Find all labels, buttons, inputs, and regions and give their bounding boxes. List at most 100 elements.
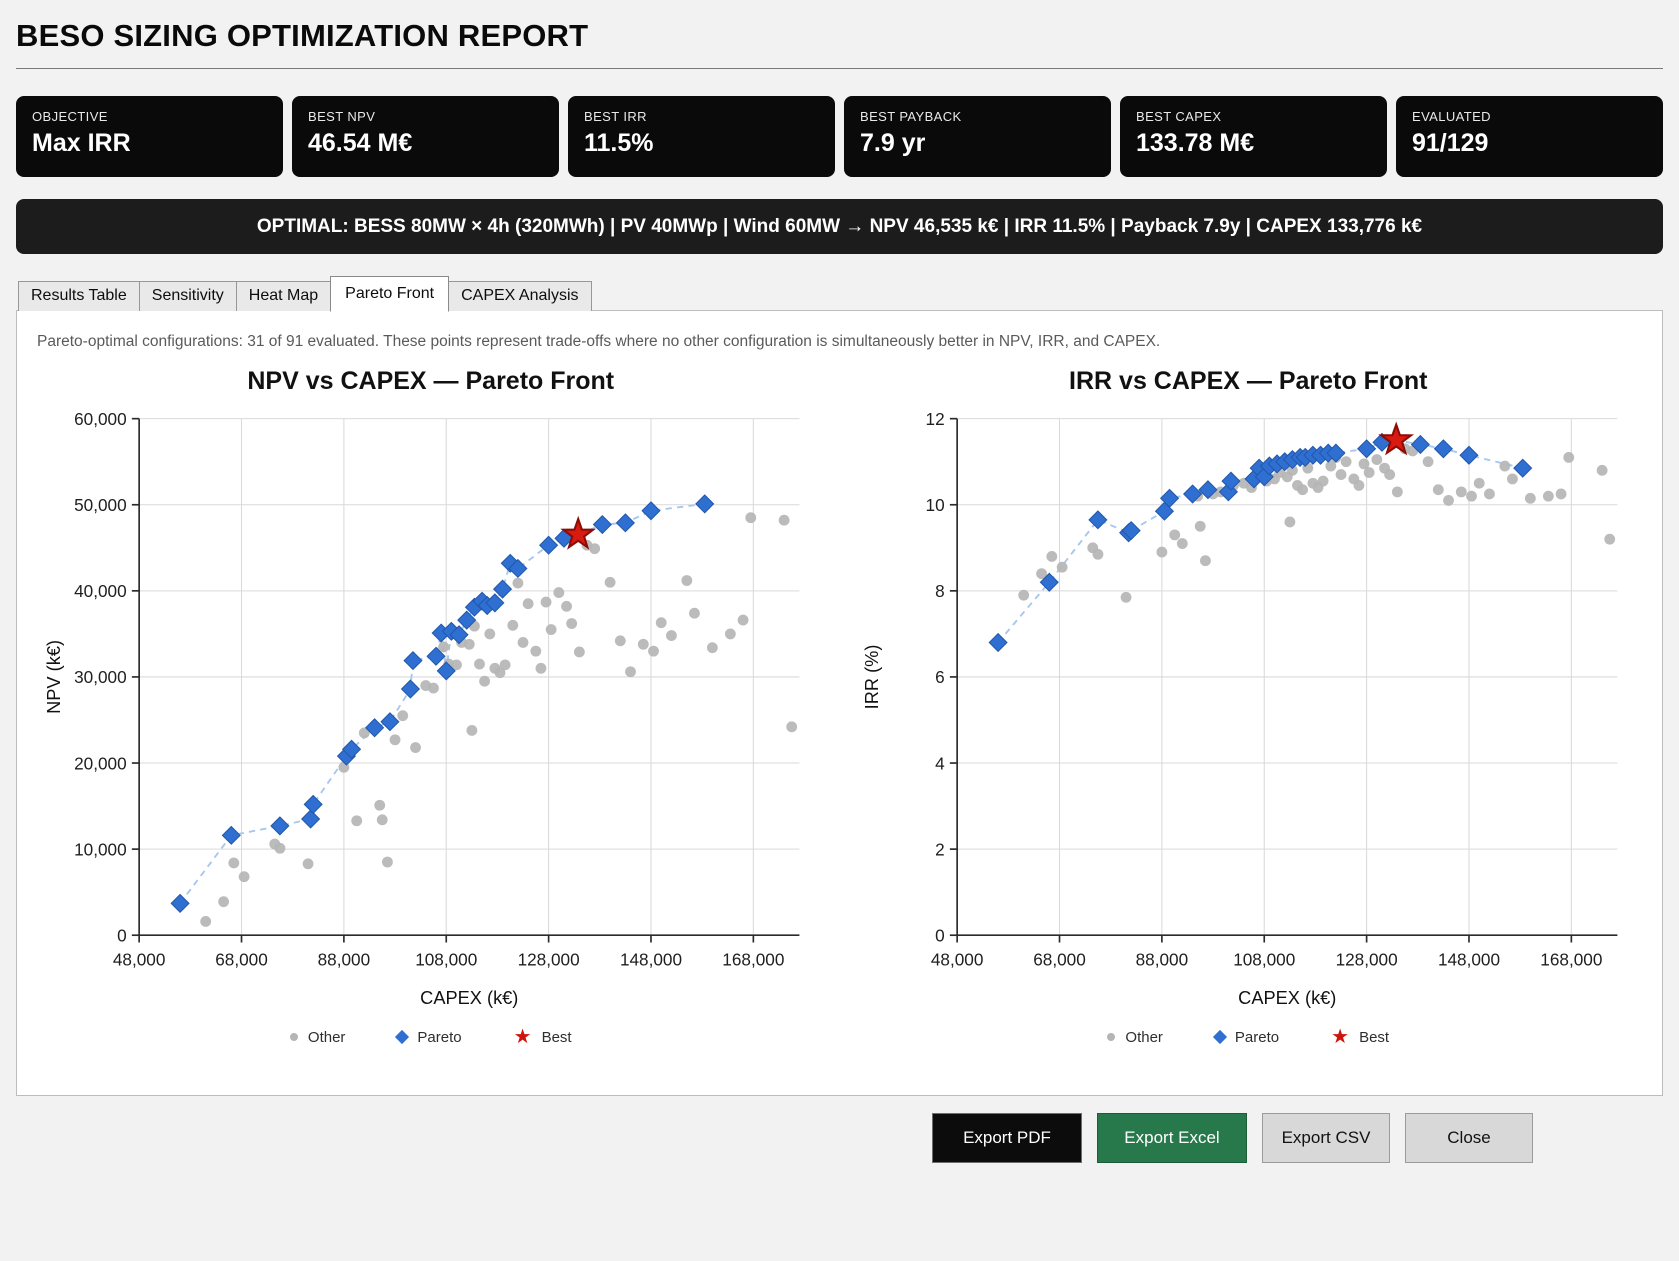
svg-text:10: 10 (925, 495, 944, 515)
legend-item-pareto: Pareto (395, 1028, 462, 1046)
best-star (560, 515, 597, 550)
svg-text:10,000: 10,000 (74, 839, 127, 859)
best-marker-icon: ★ (513, 1026, 532, 1049)
axes (131, 417, 800, 943)
pareto-front-panel: Pareto-optimal configurations: 31 of 91 … (16, 310, 1663, 1096)
kpi-label: OBJECTIVE (32, 109, 108, 124)
kpi-value: 133.78 M€ (1136, 129, 1255, 157)
svg-text:168,000: 168,000 (722, 949, 784, 969)
x-axis-title: CAPEX (k€) (420, 988, 518, 1008)
grid (956, 418, 1617, 936)
close-button[interactable]: Close (1405, 1113, 1533, 1163)
legend-label: Pareto (1234, 1028, 1280, 1046)
kpi-card-best-capex: BEST CAPEX 133.78 M€ (1120, 96, 1387, 177)
page-title: BESO SIZING OPTIMIZATION REPORT (16, 18, 589, 53)
legend-label: Pareto (417, 1028, 462, 1046)
kpi-value: 7.9 yr (860, 129, 926, 157)
svg-text:168,000: 168,000 (1540, 949, 1602, 969)
legend-label: Other (307, 1028, 346, 1046)
legend-label: Other (1125, 1028, 1163, 1046)
svg-text:30,000: 30,000 (74, 667, 127, 687)
kpi-value: 11.5% (584, 129, 654, 157)
svg-text:48,000: 48,000 (113, 949, 166, 969)
svg-text:50,000: 50,000 (74, 495, 127, 515)
legend-label: Best (1359, 1028, 1390, 1046)
y-tick-labels: 0 10,000 20,000 30,000 40,000 50,000 60,000 (74, 409, 127, 946)
tab-bar: Results Table Sensitivity Heat Map Paret… (16, 276, 1663, 312)
svg-text:12: 12 (925, 409, 944, 429)
legend-item-other: Other (1107, 1029, 1163, 1046)
kpi-label: BEST NPV (308, 109, 376, 124)
y-axis-title: NPV (k€) (44, 640, 64, 714)
legend-item-best: ★ Best (513, 1026, 572, 1049)
svg-text:108,000: 108,000 (1233, 949, 1295, 969)
title-divider (16, 68, 1663, 69)
svg-text:60,000: 60,000 (74, 409, 127, 429)
legend-label: Best (541, 1028, 572, 1046)
svg-text:20,000: 20,000 (74, 753, 127, 773)
svg-text:128,000: 128,000 (518, 949, 580, 969)
optimal-summary-text: OPTIMAL: BESS 80MW × 4h (320MWh) | PV 40… (256, 215, 1423, 237)
tab-heat-map[interactable]: Heat Map (235, 281, 332, 311)
svg-text:68,000: 68,000 (215, 949, 268, 969)
legend-item-pareto: Pareto (1212, 1028, 1280, 1046)
svg-text:88,000: 88,000 (1135, 949, 1188, 969)
irr-chart-plot: 48,000 68,000 88,000 108,000 128,000 148,000 1… (853, 402, 1645, 1027)
kpi-label: BEST IRR (584, 109, 647, 124)
svg-text:2: 2 (935, 839, 945, 859)
tab-results-table[interactable]: Results Table (18, 281, 140, 311)
svg-text:48,000: 48,000 (930, 949, 983, 969)
tab-pareto-front[interactable]: Pareto Front (330, 276, 450, 312)
export-csv-button[interactable]: Export CSV (1262, 1113, 1390, 1163)
pareto-line (179, 502, 705, 904)
grid (139, 418, 800, 936)
scatter-plot: 48,000 68,000 88,000 108,000 128,000 148,000 1… (44, 409, 800, 1008)
chart-legend: Other Pareto ★ Best (35, 1026, 827, 1049)
export-excel-button[interactable]: Export Excel (1097, 1113, 1247, 1163)
kpi-card-evaluated: EVALUATED 91/129 (1396, 96, 1663, 177)
chart-legend: Other Pareto ★ Best (853, 1026, 1645, 1049)
x-tick-labels: 48,000 68,000 88,000 108,000 128,000 148,000 1… (930, 949, 1602, 969)
svg-text:68,000: 68,000 (1033, 949, 1086, 969)
legend-item-best: ★ Best (1331, 1026, 1390, 1049)
x-axis-title: CAPEX (k€) (1238, 988, 1336, 1008)
x-tick-labels: 48,000 68,000 88,000 108,000 128,000 148,000 1… (113, 949, 785, 969)
svg-text:4: 4 (935, 753, 945, 773)
svg-text:40,000: 40,000 (74, 581, 127, 601)
pareto-marker-icon (1212, 1030, 1227, 1045)
svg-text:88,000: 88,000 (318, 949, 371, 969)
optimal-summary-banner: OPTIMAL: BESS 80MW × 4h (320MWh) | PV 40… (16, 199, 1663, 254)
best-marker-icon: ★ (1331, 1026, 1350, 1049)
svg-text:148,000: 148,000 (620, 949, 682, 969)
kpi-label: BEST PAYBACK (860, 109, 962, 124)
kpi-value: 91/129 (1412, 129, 1489, 157)
y-tick-labels: 0 2 4 6 8 10 12 (925, 409, 945, 946)
export-pdf-button[interactable]: Export PDF (932, 1113, 1082, 1163)
other-points (200, 512, 798, 927)
other-points (1017, 443, 1615, 603)
npv-vs-capex-chart: NPV vs CAPEX — Pareto Front 48,000 68,000… (35, 367, 827, 1049)
kpi-row: OBJECTIVE Max IRR BEST NPV 46.54 M€ BEST… (16, 96, 1663, 177)
axes (949, 417, 1617, 943)
other-marker-icon (289, 1033, 298, 1042)
svg-text:108,000: 108,000 (415, 949, 477, 969)
footer-actions: Export PDF Export Excel Export CSV Close (16, 1113, 1663, 1163)
tab-sensitivity[interactable]: Sensitivity (138, 281, 237, 311)
svg-text:8: 8 (935, 581, 945, 601)
svg-text:6: 6 (935, 667, 945, 687)
svg-text:128,000: 128,000 (1335, 949, 1397, 969)
pareto-marker-icon (395, 1030, 410, 1045)
pareto-points (988, 432, 1532, 653)
kpi-value: Max IRR (32, 129, 131, 157)
charts-row: NPV vs CAPEX — Pareto Front 48,000 68,000… (35, 367, 1645, 1049)
kpi-label: BEST CAPEX (1136, 109, 1222, 124)
best-star (1377, 421, 1414, 456)
svg-text:0: 0 (935, 925, 945, 945)
tab-capex-analysis[interactable]: CAPEX Analysis (448, 281, 592, 311)
legend-item-other: Other (289, 1028, 346, 1046)
kpi-card-best-payback: BEST PAYBACK 7.9 yr (844, 96, 1111, 177)
irr-vs-capex-chart: IRR vs CAPEX — Pareto Front 48,000 68,000… (853, 367, 1645, 1049)
npv-chart-plot: 48,000 68,000 88,000 108,000 128,000 148,000 1… (35, 402, 827, 1027)
kpi-card-objective: OBJECTIVE Max IRR (16, 96, 283, 177)
chart-title: NPV vs CAPEX — Pareto Front (247, 367, 615, 395)
